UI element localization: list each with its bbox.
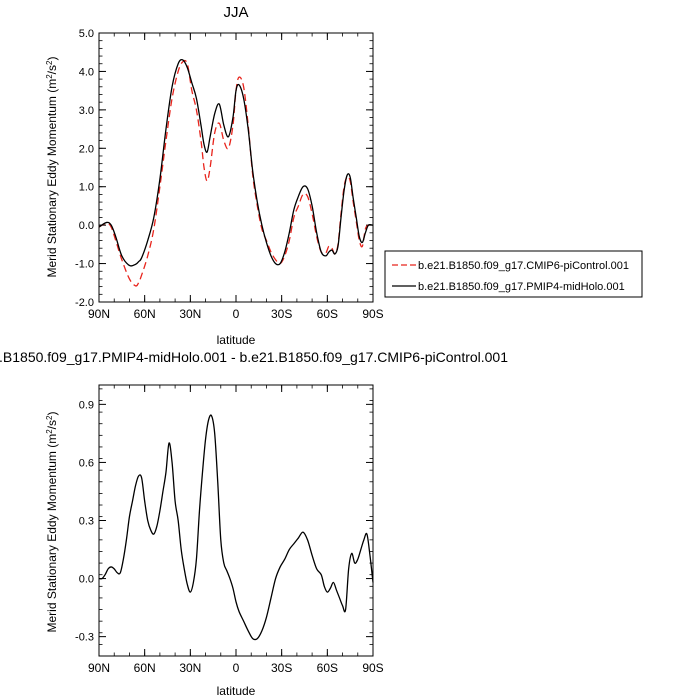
top-y-tick-label: 4.0 [79,66,94,78]
top-y-tick-label: 3.0 [79,105,94,117]
bottom-panel: b.e21.B1850.f09_g17.PMIP4-midHolo.001 - … [0,349,508,698]
bottom-plot-frame [98,384,374,657]
top-x-tick-label: 30S [271,307,292,321]
top-x-tick-label: 30N [179,307,201,321]
bottom-y-axis-label: Merid Stationary Eddy Momentum (m2/s2) [45,412,59,633]
bottom-y-axis: -0.3 0.0 0.3 0.6 0.9 [75,388,373,657]
top-plot-frame [98,32,374,303]
top-series-line-1 [98,58,374,267]
top-x-tick-label: 60S [317,307,338,321]
top-x-axis: 90N 60N 30N 0 30S 60S 90S [88,33,384,321]
top-y-tick-label: 5.0 [79,28,94,40]
top-x-tick-label: 0 [233,307,240,321]
bottom-x-axis-label: latitude [217,684,256,698]
bottom-title: b.e21.B1850.f09_g17.PMIP4-midHolo.001 - … [0,349,508,365]
bottom-y-tick-label: 0.6 [79,457,94,469]
top-panel: JJA -2.0 -1.0 0.0 1.0 2.0 3.0 4.0 5.0 90N 60N 30N… [45,4,643,347]
top-y-tick-label: -2.0 [75,297,94,309]
top-x-tick-label: 90N [88,307,110,321]
top-y-axis-label: Merid Stationary Eddy Momentum (m2/s2) [45,57,59,278]
legend-label-midholo: b.e21.B1850.f09_g17.PMIP4-midHolo.001 [418,281,625,293]
bottom-x-tick-label: 30N [179,661,201,675]
bottom-x-tick-label: 90S [362,661,383,675]
bottom-y-tick-label: -0.3 [75,632,94,644]
bottom-x-tick-label: 30S [271,661,292,675]
bottom-y-tick-label: 0.9 [79,399,94,411]
legend: b.e21.B1850.f09_g17.CMIP6-piControl.001 … [384,250,643,298]
top-y-axis: -2.0 -1.0 0.0 1.0 2.0 3.0 4.0 5.0 [75,28,373,309]
bottom-y-tick-label: 0.3 [79,516,94,528]
legend-label-picontrol: b.e21.B1850.f09_g17.CMIP6-piControl.001 [418,260,629,272]
bottom-x-tick-label: 90N [88,661,110,675]
top-x-tick-label: 90S [362,307,383,321]
bottom-x-tick-label: 60S [317,661,338,675]
bottom-x-tick-label: 60N [134,661,156,675]
top-title: JJA [223,4,248,21]
legend-box [384,250,643,298]
top-series-lines [98,58,374,287]
bottom-x-tick-label: 0 [233,661,240,675]
top-y-tick-label: -1.0 [75,259,94,271]
top-y-tick-label: 1.0 [79,182,94,194]
top-y-tick-label: 2.0 [79,143,94,155]
top-x-tick-label: 60N [134,307,156,321]
top-x-axis-label: latitude [217,333,256,347]
bottom-y-tick-label: 0.0 [79,574,94,586]
bottom-x-axis: 90N 60N 30N 0 30S 60S 90S [88,385,384,675]
bottom-series-lines [98,414,374,641]
bottom-series-line-0 [98,414,374,641]
top-y-tick-label: 0.0 [79,220,94,232]
